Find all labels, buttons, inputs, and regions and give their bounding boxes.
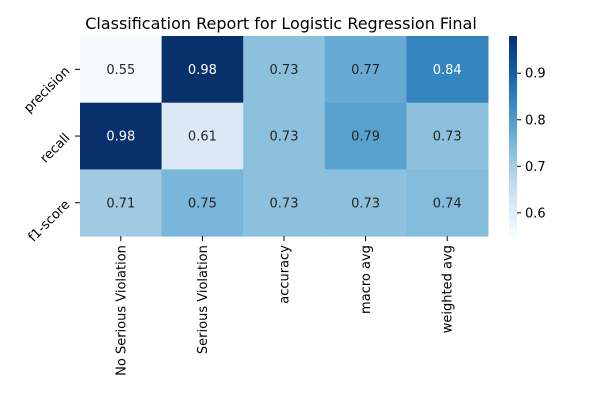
heatmap-cell-label: 0.73 (433, 130, 462, 145)
heatmap-cell-labels: 0.55 0.98 0.73 0.77 0.84 0.98 0.61 0.73 0.79 0.73… (106, 63, 461, 211)
colorbar-tick-label: 0.8 (525, 113, 546, 128)
heatmap-cell-precision-2 (243, 36, 326, 104)
heatmap-cell-f1-score-2 (243, 169, 326, 237)
heatmap-cell-label: 0.98 (106, 130, 135, 145)
heatmap-cell-label: 0.55 (106, 63, 135, 78)
x-tick-label: macro avg (359, 245, 374, 314)
heatmap-cell-label: 0.84 (433, 63, 462, 78)
x-tick-label: weighted avg (441, 245, 456, 333)
heatmap-cell-recall-4 (406, 102, 489, 170)
heatmap-cell-label: 0.71 (106, 196, 135, 211)
x-axis: No Serious Violation Serious Violation acc… (114, 236, 456, 376)
heatmap-cell-label: 0.61 (188, 130, 217, 145)
heatmap-cell-f1-score-1 (161, 169, 244, 237)
heatmap-cell-label: 0.75 (188, 196, 217, 211)
colorbar-tick-label: 0.6 (525, 206, 546, 221)
heatmap-cell-precision-4 (406, 36, 489, 104)
heatmap-cell-label: 0.79 (351, 130, 380, 145)
chart-title: Classification Report for Logistic Regre… (85, 14, 477, 33)
colorbar-tick-label: 0.7 (525, 160, 546, 175)
heatmap-cell-label: 0.74 (433, 196, 462, 211)
x-tick-label: No Serious Violation (114, 245, 129, 376)
colorbar: 0.6 0.7 0.8 0.9 (509, 36, 546, 237)
colorbar-gradient (509, 36, 517, 237)
heatmap-cell-label: 0.73 (270, 196, 299, 211)
x-tick-label: accuracy (278, 245, 293, 304)
heatmap-cell-label: 0.73 (351, 196, 380, 211)
heatmap-cell-precision-0 (80, 36, 163, 104)
x-tick-label: Serious Violation (196, 245, 211, 354)
heatmap-cell-precision-3 (324, 36, 407, 104)
heatmap-cell-recall-0 (80, 102, 163, 170)
colorbar-tick-label: 0.9 (525, 67, 546, 82)
heatmap-cell-label: 0.77 (351, 63, 380, 78)
heatmap-cell-label: 0.73 (270, 63, 299, 78)
heatmap-cell-f1-score-4 (406, 169, 489, 237)
heatmap-cell-precision-1 (161, 36, 244, 104)
heatmap-cell-recall-1 (161, 102, 244, 170)
heatmap-cell-label: 0.73 (270, 130, 299, 145)
heatmap-cell-recall-2 (243, 102, 326, 170)
heatmap-cell-f1-score-0 (80, 169, 163, 237)
heatmap-cell-f1-score-3 (324, 169, 407, 237)
heatmap-cells (80, 36, 489, 237)
heatmap-cell-recall-3 (324, 102, 407, 170)
heatmap-cell-label: 0.98 (188, 63, 217, 78)
